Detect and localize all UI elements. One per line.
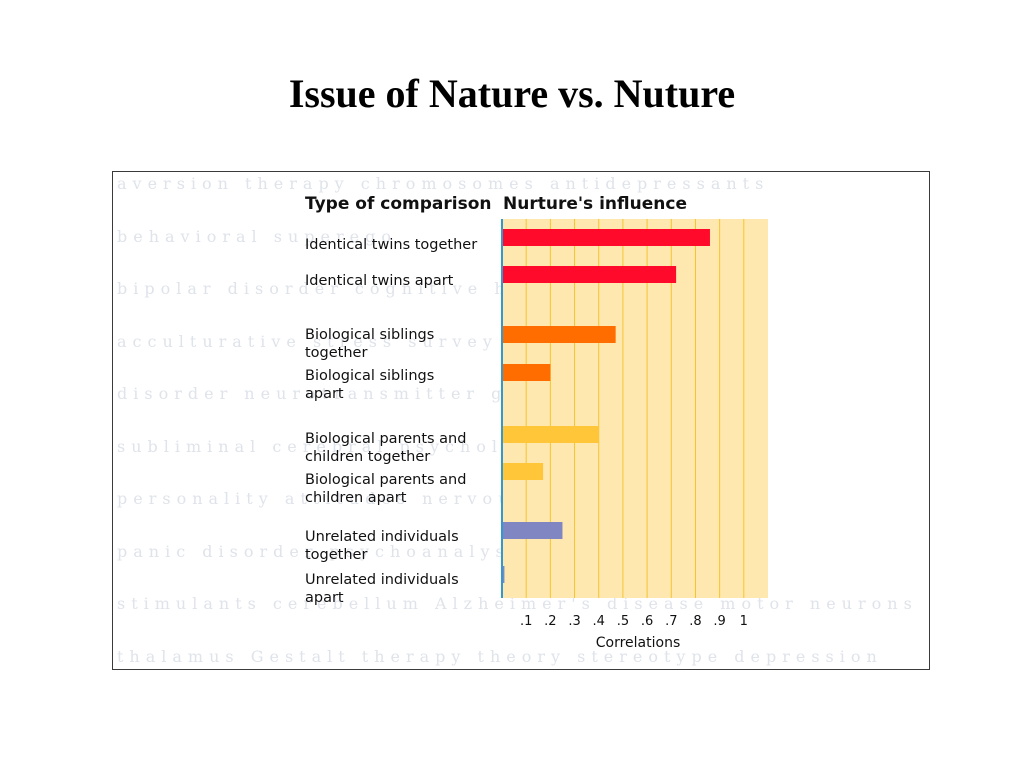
category-label: children together <box>305 449 430 465</box>
category-column-header: Type of comparison <box>305 194 492 214</box>
bar <box>502 522 563 539</box>
category-label: together <box>305 345 367 361</box>
bar-chart: Type of comparison Nurture's influence Ide… <box>305 194 768 651</box>
x-tick-label: .6 <box>641 614 653 629</box>
x-tick-label: .9 <box>713 614 725 629</box>
x-tick-label: .8 <box>689 614 701 629</box>
x-tick-label: .5 <box>617 614 629 629</box>
category-label: together <box>305 547 367 563</box>
bar <box>502 229 710 246</box>
category-label: children apart <box>305 490 407 506</box>
x-tick-label: .4 <box>593 614 605 629</box>
bar <box>502 326 616 343</box>
category-label: Biological siblings <box>305 327 434 343</box>
background-word-line: stimulants cerebellum Alzheimer's diseas… <box>117 594 918 613</box>
bar <box>502 566 505 583</box>
value-column-header: Nurture's influence <box>503 194 687 214</box>
category-label: apart <box>305 386 344 402</box>
slide-title: Issue of Nature vs. Nuture <box>288 71 736 116</box>
bar <box>502 364 551 381</box>
background-word-line: aversion therapy chromosomes antidepress… <box>117 174 770 193</box>
x-tick-label: .7 <box>665 614 677 629</box>
category-label: Biological parents and <box>305 472 466 488</box>
background-word-line: behavioral superego <box>117 226 397 246</box>
category-label: Identical twins together <box>305 237 477 253</box>
bar <box>502 463 544 480</box>
x-tick-label: .3 <box>568 614 580 629</box>
x-tick-label: 1 <box>740 614 748 629</box>
chart-figure: aversion therapy chromosomes antidepress… <box>112 171 930 670</box>
background-word-line: thalamus Gestalt therapy theory stereoty… <box>117 646 883 666</box>
category-label: Biological parents and <box>305 431 466 447</box>
category-label: apart <box>305 590 344 606</box>
bar <box>502 426 599 443</box>
category-label: Biological siblings <box>305 368 434 384</box>
category-label: Unrelated individuals <box>305 572 459 588</box>
category-label: Identical twins apart <box>305 273 454 289</box>
x-tick-label: .1 <box>520 614 532 629</box>
x-axis-title: Correlations <box>596 635 681 651</box>
bar <box>502 266 677 283</box>
category-label: Unrelated individuals <box>305 529 459 545</box>
x-tick-label: .2 <box>544 614 556 629</box>
